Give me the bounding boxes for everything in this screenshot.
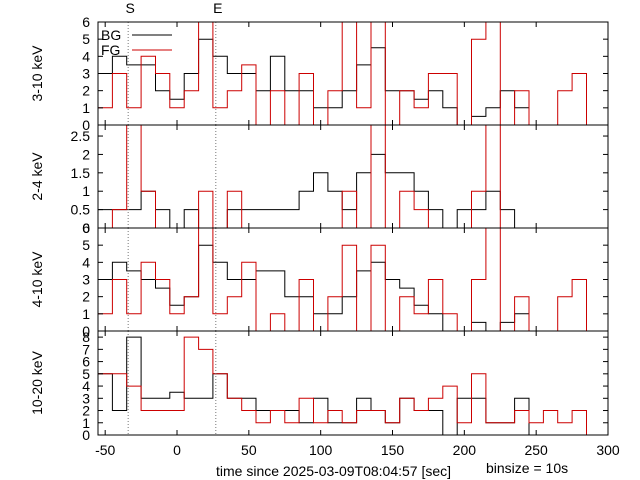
marker-labels: S E [125,0,222,16]
series-bg-line [98,244,601,331]
panel-2: 0 0.5 1 1.5 2 2.5 2-4 keV [29,124,609,236]
y-tick-label: 6 [82,354,90,370]
y-axis-title: 3-10 keV [29,45,45,102]
y-tick-label: 8 [82,329,90,345]
y-tick-label: 0.5 [71,202,91,218]
y-tick-label: 6 [82,220,90,236]
x-tick-label: 50 [241,442,257,458]
y-tick-label: 4 [82,378,90,394]
legend-bg-label: BG [101,27,121,43]
panel-frame [97,227,609,332]
x-tick-label: 150 [381,442,405,458]
y-axis-title: 2-4 keV [29,152,45,201]
legend: BG FG [101,27,172,58]
series-fg-line [98,228,601,331]
y-tick-label: 3 [82,272,90,288]
marker-label-end: E [213,0,222,16]
y-tick-label: 1 [82,100,90,116]
y-tick-label: 4 [82,48,90,64]
x-tick-label: -50 [95,442,115,458]
panel-frame [97,124,609,229]
y-axis-title: 10-20 keV [29,350,45,414]
y-axis-title: 4-10 keV [29,251,45,308]
series-fg-line [98,125,601,228]
y-tick-label: 5 [82,237,90,253]
panel-frame [97,21,609,126]
x-tick-labels: -50 0 50 100 150 200 250 300 [95,442,620,458]
x-axis-title: time since 2025-03-09T08:04:57 [sec] [216,463,451,479]
y-tick-label: 6 [82,14,90,30]
series-bg-line [98,38,601,125]
y-tick-label: 2.5 [71,128,91,144]
y-tick-label: 5 [82,366,90,382]
y-tick-label: 0 [82,323,90,339]
y-tick-label: 4 [82,254,90,270]
series-bg-line [98,153,601,228]
series-fg-line [98,336,601,435]
y-tick-label: 2 [82,146,90,162]
y-tick-label: 3 [82,390,90,406]
y-tick-label: 1 [82,183,90,199]
binsize-label: binsize = 10s [486,460,568,476]
series-group [98,228,601,331]
x-tick-label: 200 [453,442,477,458]
y-tick-label: 2 [82,403,90,419]
y-tick-label: 1 [82,415,90,431]
x-tick-label: 250 [524,442,548,458]
y-tick-label: 0 [82,220,90,236]
x-tick-label: 0 [173,442,181,458]
series-group [98,125,601,228]
y-tick-label: 0 [82,427,90,443]
x-tick-label: 100 [309,442,333,458]
y-tick-label: 5 [82,31,90,47]
series-group [98,336,601,435]
marker-label-start: S [125,0,134,16]
series-group [98,22,601,125]
y-tick-label: 3 [82,66,90,82]
y-tick-label: 2 [82,83,90,99]
y-tick-label: 1.5 [71,165,91,181]
series-bg-line [98,336,601,435]
legend-fg-label: FG [101,42,120,58]
y-tick-label: 2 [82,289,90,305]
x-tick-label: 300 [596,442,620,458]
series-fg-line [98,22,601,125]
y-tick-label: 0 [82,117,90,133]
panel-frame [97,330,609,436]
y-tick-label: 7 [82,341,90,357]
y-tick-label: 1 [82,306,90,322]
